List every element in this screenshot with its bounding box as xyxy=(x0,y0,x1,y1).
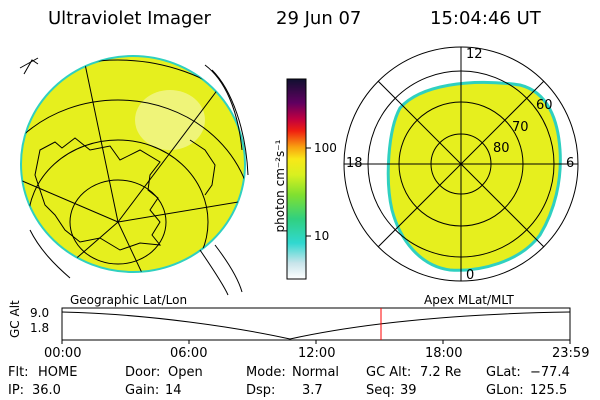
app-title: Ultraviolet Imager xyxy=(48,8,211,29)
mlt-label-18: 18 xyxy=(346,156,363,171)
geographic-projection-label: Geographic Lat/Lon xyxy=(70,293,188,307)
mode-value: Normal xyxy=(292,365,340,380)
door-label: Door: xyxy=(125,365,161,380)
seq-label: Seq: xyxy=(366,383,395,398)
image-date: 29 Jun 07 xyxy=(276,8,362,29)
seq-value: 39 xyxy=(400,383,417,398)
ip-label: IP: xyxy=(8,383,25,398)
dsp-label: Dsp: xyxy=(246,383,276,398)
glon-value: 125.5 xyxy=(530,383,568,398)
colorbar-tick-100: 100 xyxy=(314,141,337,155)
mode-label: Mode: xyxy=(246,365,286,380)
mlat-label-60: 60 xyxy=(536,98,553,113)
glat-value: −77.4 xyxy=(530,365,570,380)
mlat-label-80: 80 xyxy=(493,141,510,156)
altitude-tick-1-8: 1.8 xyxy=(30,321,50,335)
mlt-label-12: 12 xyxy=(466,47,483,62)
time-tick-0000: 00:00 xyxy=(44,346,82,361)
door-value: Open xyxy=(168,365,203,380)
dsp-value: 3.7 xyxy=(302,383,323,398)
color-scale-bar xyxy=(286,78,311,280)
ip-value: 36.0 xyxy=(32,383,61,398)
altitude-plot xyxy=(61,307,571,344)
flt-label: Flt: xyxy=(8,365,29,380)
time-tick-0600: 06:00 xyxy=(170,346,208,361)
flt-value: HOME xyxy=(38,365,78,380)
mlat-label-70: 70 xyxy=(512,120,529,135)
gc-alt-label: GC Alt: xyxy=(366,365,412,380)
glon-label: GLon: xyxy=(486,383,524,398)
time-tick-1800: 18:00 xyxy=(425,346,463,361)
time-tick-2359: 23:59 xyxy=(552,346,590,361)
mlt-label-6: 6 xyxy=(566,156,575,171)
colorbar-unit-label: photon cm⁻²s⁻¹ xyxy=(273,139,287,233)
altitude-tick-9: 9.0 xyxy=(30,306,50,320)
gain-value: 14 xyxy=(165,383,182,398)
gain-label: Gain: xyxy=(125,383,160,398)
altitude-axis-label: GC Alt xyxy=(8,300,22,338)
polar-image xyxy=(343,46,579,282)
glat-label: GLat: xyxy=(486,365,521,380)
apex-projection-label: Apex MLat/MLT xyxy=(424,293,514,307)
gc-alt-value: 7.2 Re xyxy=(420,365,462,380)
image-time: 15:04:46 UT xyxy=(430,8,541,29)
colorbar-tick-10: 10 xyxy=(314,229,330,243)
mlt-label-0: 0 xyxy=(466,268,475,283)
time-tick-1200: 12:00 xyxy=(298,346,336,361)
